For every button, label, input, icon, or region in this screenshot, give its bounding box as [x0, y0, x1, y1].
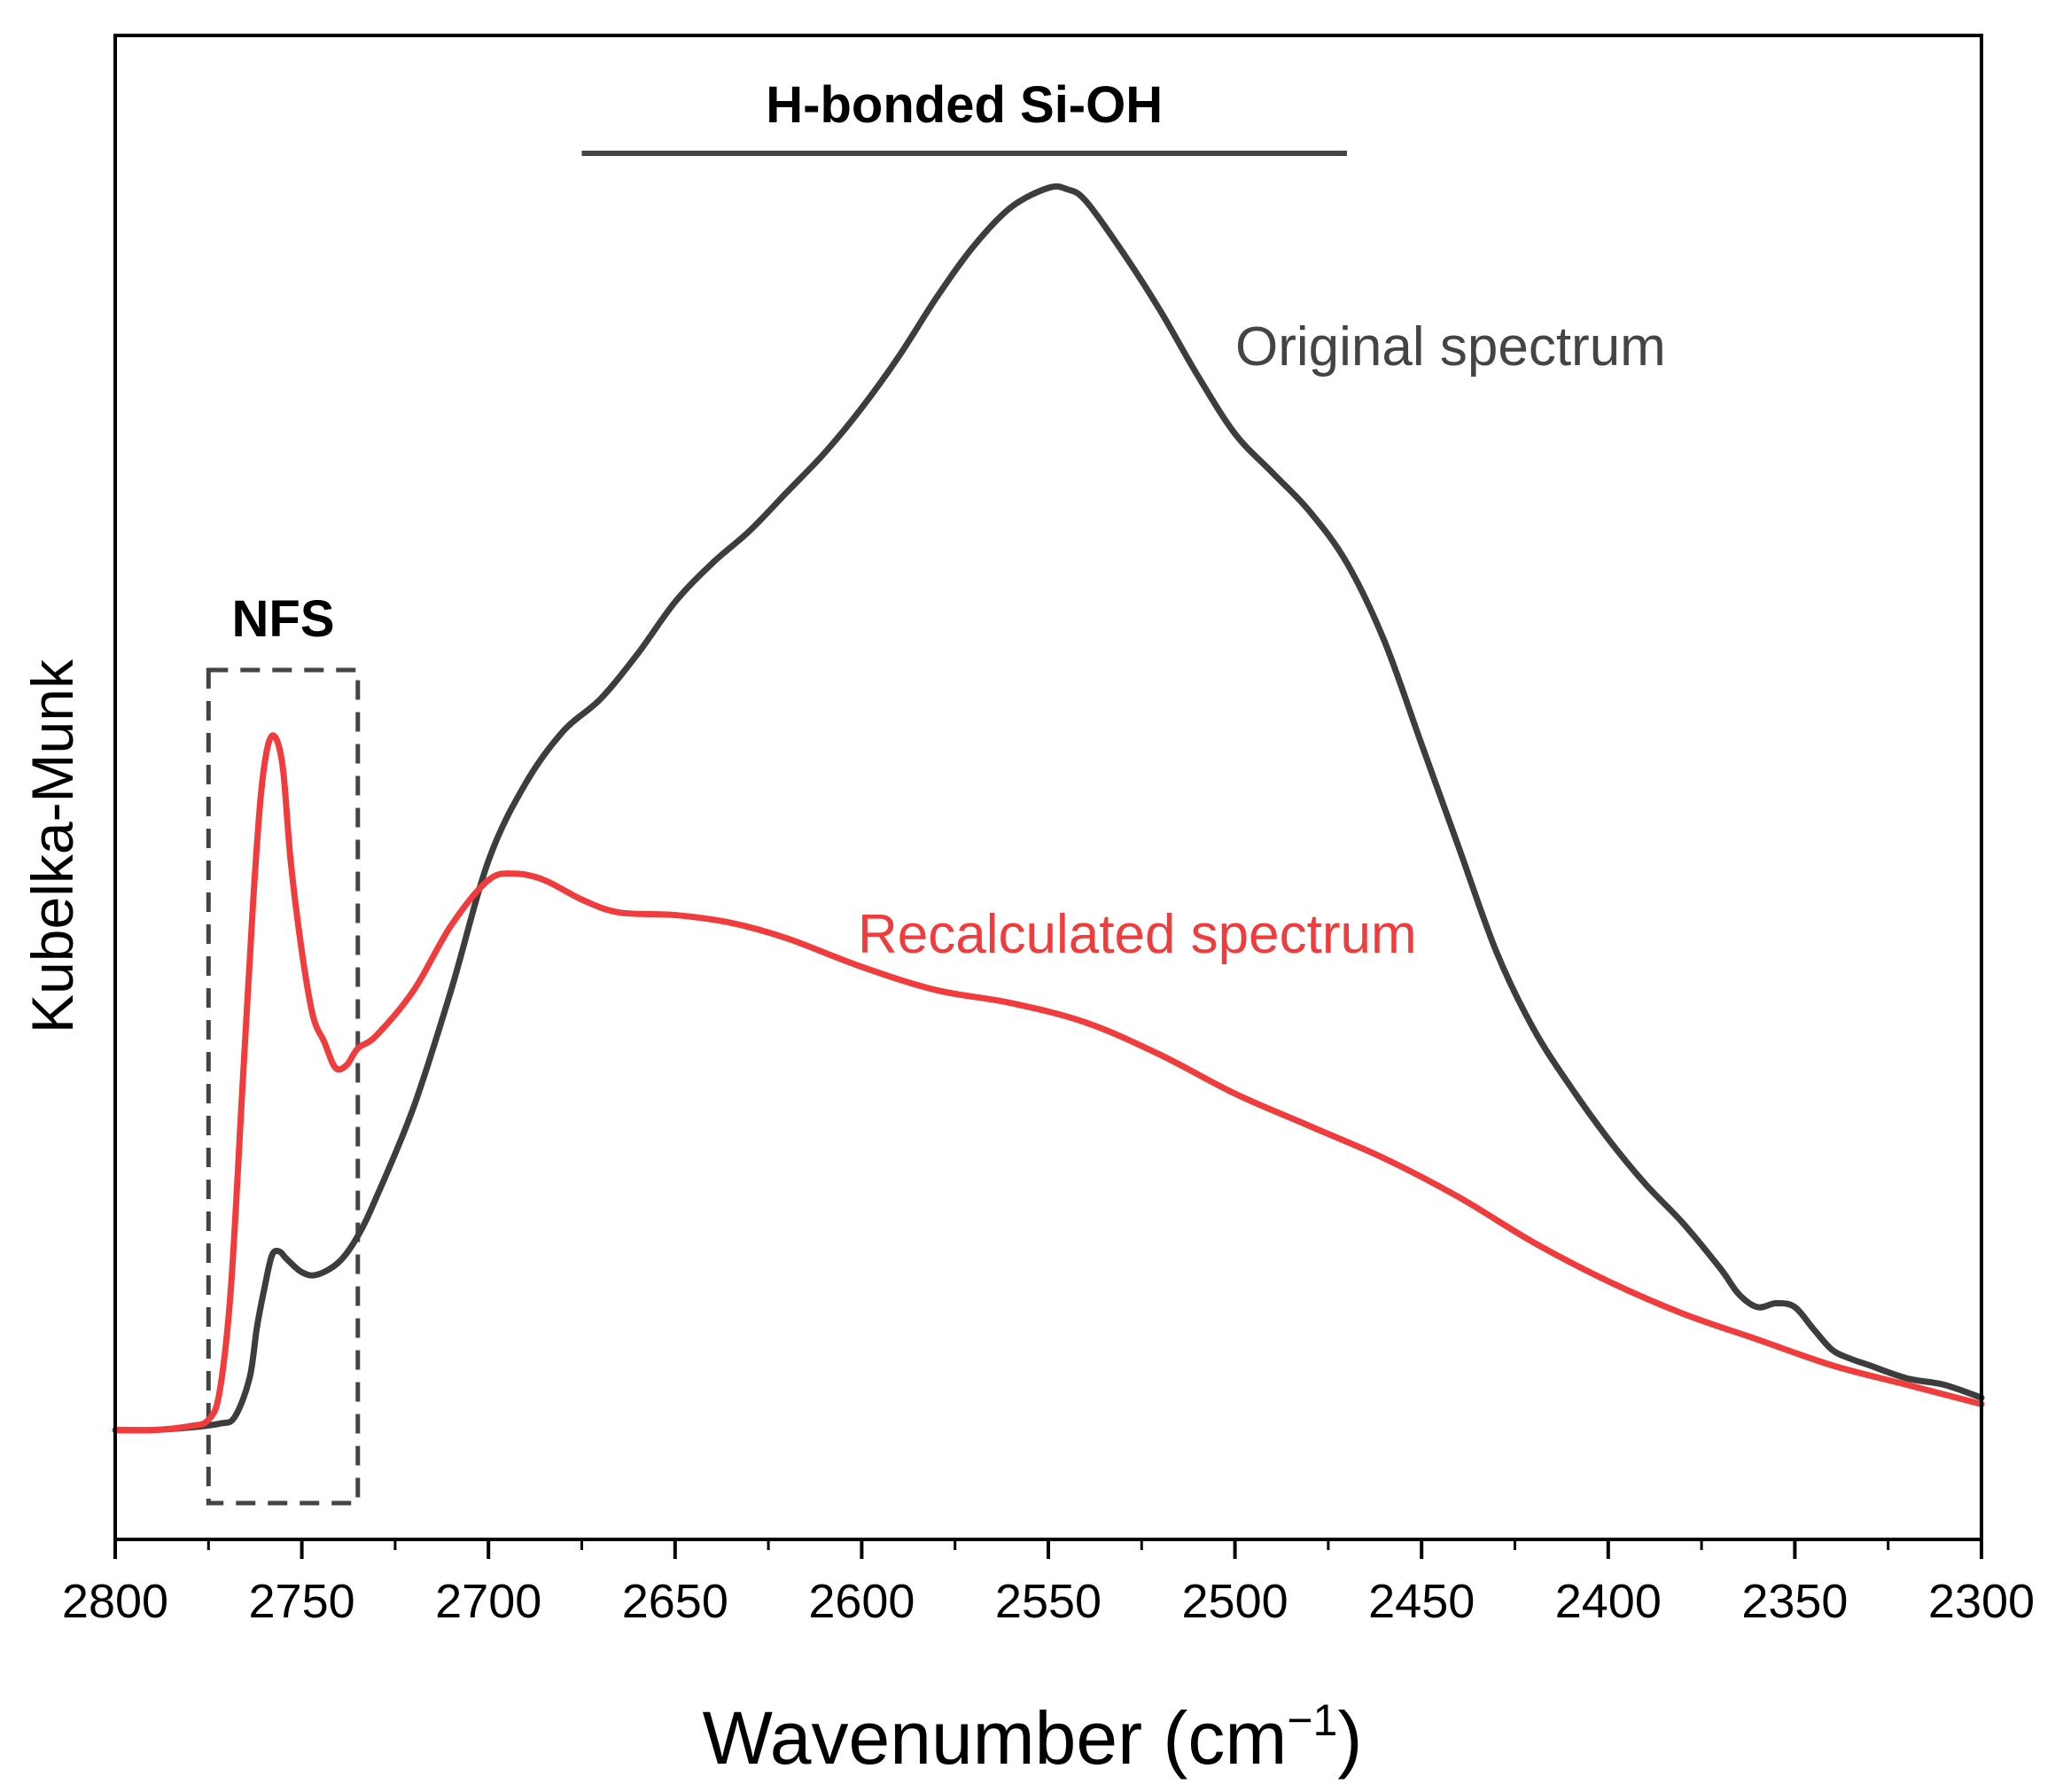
x-tick-label: 2600	[808, 1575, 915, 1628]
x-tick-label: 2450	[1368, 1575, 1475, 1628]
plot-frame	[113, 34, 1983, 1541]
x-axis-title-close: )	[1337, 1696, 1362, 1780]
series-layer	[112, 183, 1985, 1434]
x-tick-label: 2350	[1741, 1575, 1848, 1628]
x-tick-label: 2650	[622, 1575, 728, 1628]
x-tick-label: 2400	[1555, 1575, 1662, 1628]
recalculated-spectrum-line	[112, 732, 1985, 1434]
nfs-box	[206, 667, 361, 1506]
x-tick-label: 2500	[1182, 1575, 1288, 1628]
nfs-label: NFS	[232, 590, 335, 648]
x-axis-title: Wavenumber (cm−1)	[703, 1695, 1363, 1780]
recalculated-series-label: Recalculated spectrum	[858, 904, 1417, 965]
original-spectrum-line	[112, 183, 1985, 1434]
x-tick-label: 2700	[435, 1575, 541, 1628]
x-axis-title-unit-exponent: −1	[1287, 1695, 1337, 1745]
original-series-label: Original spectrum	[1235, 316, 1666, 378]
x-ticks: 2800 2750 2700 2650 2600 2550 2500 2450 2400 2350…	[62, 1539, 2035, 1628]
x-tick-label: 2300	[1928, 1575, 2035, 1628]
hbonded-label: H-bonded Si-OH	[766, 76, 1163, 134]
x-tick-label: 2550	[995, 1575, 1102, 1628]
annotations: NFS H-bonded Si-OH	[206, 76, 1347, 1506]
x-tick-label: 2800	[62, 1575, 168, 1628]
x-axis-title-main: Wavenumber (cm	[703, 1696, 1288, 1780]
x-tick-label: 2750	[249, 1575, 355, 1628]
y-axis-title: Kubelka-Munk	[19, 658, 85, 1033]
